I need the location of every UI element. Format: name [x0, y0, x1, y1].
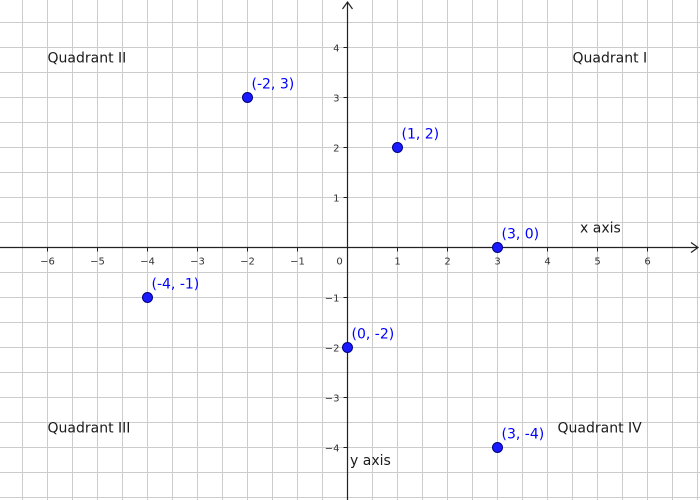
x-axis-arrow-icon: [690, 242, 700, 253]
quadrant-labels: Quadrant II Quadrant I Quadrant III Quadran…: [48, 51, 648, 437]
y-axis-label: y axis: [350, 453, 391, 469]
x-tick-label: 3: [494, 257, 500, 268]
x-tick-label: −4: [140, 257, 155, 268]
y-tick-label: 4: [333, 44, 339, 55]
data-point: [242, 92, 253, 103]
quadrant-label: Quadrant III: [48, 421, 131, 437]
point-label: (0, -2): [352, 327, 395, 343]
y-tick-label: 3: [333, 94, 339, 105]
quadrant-label: Quadrant II: [48, 51, 127, 67]
x-tick-label: 1: [394, 257, 400, 268]
axis-labels: x axis y axis: [350, 221, 621, 470]
data-point: [492, 242, 503, 253]
y-tick-label: 2: [333, 144, 339, 155]
x-tick-label: 0: [336, 257, 342, 268]
y-tick-label: −1: [325, 294, 340, 305]
x-tick-label: 4: [544, 257, 550, 268]
point-label: (-2, 3): [252, 77, 295, 93]
x-tick-label: −5: [90, 257, 105, 268]
x-tick-label: 6: [644, 257, 650, 268]
x-tick-label: 2: [444, 257, 450, 268]
point-label: (1, 2): [402, 127, 440, 143]
data-point: [492, 442, 503, 453]
data-point: [142, 292, 153, 303]
x-tick-label: −1: [290, 257, 305, 268]
y-tick-label: −3: [325, 394, 340, 405]
y-tick-label: −4: [325, 444, 340, 455]
tick-labels: −6 −5 −4 −3 −2 −1 0 1 2 3 4 5 6 4 3 2 1 −1 −2 −3 −4: [40, 44, 651, 455]
x-tick-label: −6: [40, 257, 55, 268]
point-label: (3, -4): [502, 427, 545, 443]
x-tick-label: 5: [594, 257, 600, 268]
plotted-points: (-2, 3) (1, 2) (3, 0) (-4, -1) (0, -2) (3, -4…: [142, 77, 545, 453]
data-point: [392, 142, 403, 153]
x-axis-label: x axis: [580, 221, 621, 237]
y-tick-label: −2: [325, 344, 340, 355]
x-tick-label: −2: [240, 257, 255, 268]
quadrant-label: Quadrant I: [573, 51, 648, 67]
data-point: [342, 342, 353, 353]
point-label: (3, 0): [502, 227, 540, 243]
point-label: (-4, -1): [152, 277, 200, 293]
quadrant-label: Quadrant IV: [558, 421, 643, 437]
y-tick-label: 1: [333, 194, 339, 205]
x-tick-label: −3: [190, 257, 205, 268]
y-axis-arrow-icon: [342, 0, 353, 10]
